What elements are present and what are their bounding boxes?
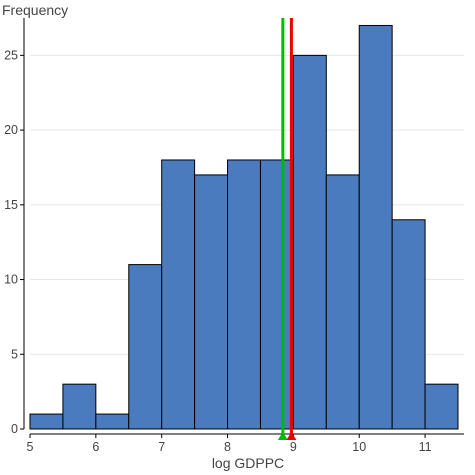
histogram-bar — [259, 159, 294, 430]
y-tick-label: 0 — [11, 422, 18, 436]
histogram-bar — [227, 159, 261, 430]
histogram-bar — [292, 54, 327, 430]
histogram-bar — [62, 383, 97, 430]
x-tick-label: 9 — [290, 440, 297, 454]
x-axis-title: log GDPPC — [212, 455, 284, 471]
histogram-bar — [424, 383, 459, 430]
histogram-bar — [194, 174, 229, 430]
reference-lines — [277, 18, 297, 440]
histogram-bar — [95, 413, 130, 430]
x-tick-label: 5 — [27, 440, 34, 454]
y-tick-label: 20 — [4, 123, 18, 137]
histogram-bar — [161, 159, 196, 430]
x-tick-label: 6 — [92, 440, 99, 454]
y-tick-label: 5 — [11, 347, 18, 361]
axes — [20, 18, 464, 438]
y-tick-label: 15 — [4, 198, 18, 212]
y-tick-label: 10 — [4, 273, 18, 287]
y-tick-label: 25 — [4, 48, 18, 62]
histogram-bar — [29, 413, 64, 430]
histogram-bar — [358, 24, 393, 430]
green-triangle-marker — [277, 432, 288, 440]
x-tick-label: 8 — [224, 440, 231, 454]
histogram-bar — [391, 219, 426, 430]
x-tick-label: 10 — [352, 440, 366, 454]
y-axis-title: Frequency — [2, 2, 68, 18]
red-triangle-marker — [286, 432, 297, 440]
x-tick-label: 11 — [419, 440, 432, 454]
histogram-bars — [29, 24, 459, 430]
histogram-bar — [128, 264, 163, 430]
histogram-bar — [325, 174, 360, 430]
x-tick-label: 7 — [158, 440, 165, 454]
